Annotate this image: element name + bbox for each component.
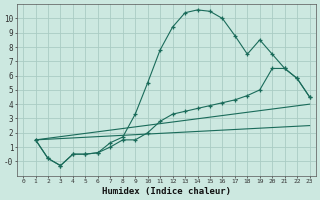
- X-axis label: Humidex (Indice chaleur): Humidex (Indice chaleur): [102, 187, 231, 196]
